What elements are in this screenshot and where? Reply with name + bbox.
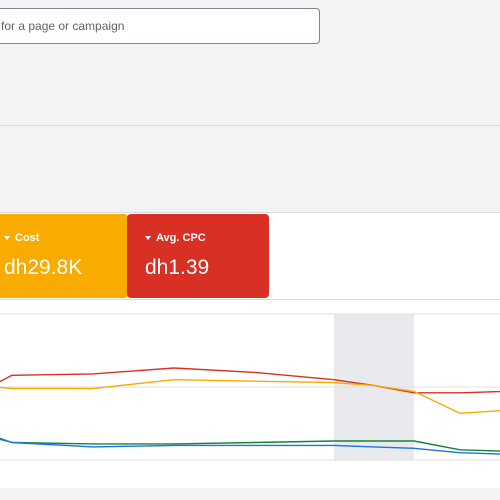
line-chart[interactable] bbox=[0, 300, 500, 488]
search-placeholder: for a page or campaign bbox=[1, 19, 125, 33]
series-line-3[interactable] bbox=[0, 438, 500, 455]
search-input[interactable]: for a page or campaign bbox=[0, 8, 320, 44]
metric-value-cost: dh29.8K bbox=[4, 256, 83, 279]
metric-label-avg-cpc: Avg. CPC bbox=[156, 232, 206, 244]
top-toolbar-area: for a page or campaign bbox=[0, 0, 500, 126]
filter-area bbox=[0, 126, 500, 212]
metric-label-cost: Cost bbox=[15, 232, 40, 244]
bottom-area bbox=[0, 488, 500, 500]
metric-card-avg-cpc[interactable]: Avg. CPC dh1.39 bbox=[127, 214, 269, 298]
performance-chart-card: Cost dh29.8K Avg. CPC dh1.39 bbox=[0, 212, 500, 489]
chart-divider bbox=[0, 299, 500, 300]
series-line-2[interactable] bbox=[0, 437, 500, 452]
metric-value-avg-cpc: dh1.39 bbox=[145, 256, 210, 279]
dropdown-caret-icon[interactable] bbox=[145, 236, 151, 240]
dropdown-caret-icon[interactable] bbox=[4, 236, 10, 240]
metric-card-cost[interactable]: Cost dh29.8K bbox=[0, 214, 128, 298]
series-line-0[interactable] bbox=[0, 367, 500, 394]
series-line-1[interactable] bbox=[0, 378, 500, 415]
